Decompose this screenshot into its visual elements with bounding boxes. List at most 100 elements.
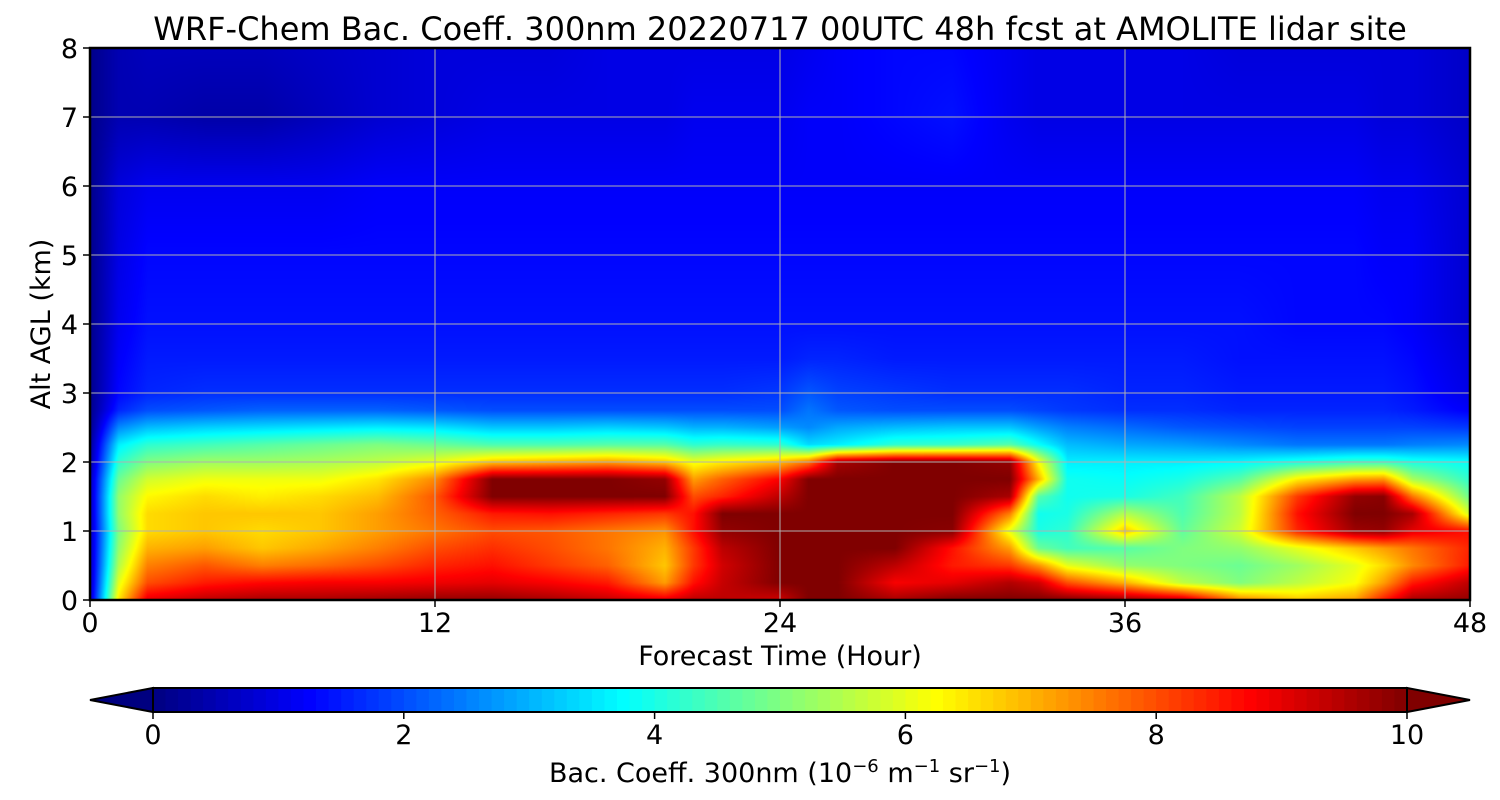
colorbar-swatch bbox=[930, 688, 944, 712]
colorbar-swatch bbox=[1080, 688, 1095, 712]
colorbar-swatch bbox=[1281, 688, 1295, 712]
colorbar-swatch bbox=[353, 688, 367, 712]
colorbar-swatch bbox=[943, 688, 957, 712]
colorbar-swatch bbox=[541, 688, 555, 712]
colorbar-swatch bbox=[1093, 688, 1107, 712]
colorbar-label: Bac. Coeff. 300nm (10−6 m−1 sr−1) bbox=[549, 756, 1011, 790]
colorbar-swatch bbox=[328, 688, 342, 712]
x-axis: 0 12 24 36 48 bbox=[81, 600, 1487, 639]
colorbar-swatch bbox=[905, 688, 919, 712]
y-axis-label: Alt AGL (km) bbox=[26, 239, 57, 410]
colorbar-swatch bbox=[1131, 688, 1145, 712]
colorbar-swatch bbox=[1243, 688, 1258, 712]
colorbar-swatch bbox=[629, 688, 643, 712]
y-axis: 0 1 2 3 4 5 6 7 8 bbox=[61, 34, 90, 617]
colorbar-swatch bbox=[341, 688, 355, 712]
x-axis-label: Forecast Time (Hour) bbox=[638, 641, 922, 672]
colorbar-swatch bbox=[479, 688, 493, 712]
colorbar-swatch bbox=[780, 688, 794, 712]
colorbar-ticks: 0 2 4 6 8 10 bbox=[144, 712, 1424, 751]
colorbar-swatch bbox=[1043, 688, 1057, 712]
colorbar-swatch bbox=[190, 688, 204, 712]
colorbar-swatch bbox=[1218, 688, 1233, 712]
colorbar-swatch bbox=[729, 688, 743, 712]
colorbar-swatch bbox=[1394, 688, 1408, 712]
x-tick-label: 24 bbox=[763, 608, 797, 639]
colorbar-tick-label: 8 bbox=[1148, 720, 1165, 751]
colorbar-swatch bbox=[453, 688, 468, 712]
y-tick-label: 3 bbox=[61, 379, 78, 410]
colorbar-swatch bbox=[265, 688, 279, 712]
colorbar-tick-label: 2 bbox=[395, 720, 412, 751]
colorbar-swatch bbox=[642, 688, 656, 712]
colorbar-extend-low bbox=[89, 686, 154, 714]
colorbar-label-mid: m bbox=[879, 758, 914, 789]
colorbar-tick-label: 4 bbox=[646, 720, 663, 751]
colorbar-swatch bbox=[704, 688, 718, 712]
colorbar-label-exp2: −1 bbox=[914, 756, 941, 777]
colorbar-swatch bbox=[278, 688, 292, 712]
colorbar-swatch bbox=[1256, 688, 1270, 712]
colorbar-swatch bbox=[1319, 688, 1333, 712]
colorbar-swatch bbox=[654, 688, 668, 712]
colorbar-extend-high bbox=[1406, 686, 1471, 714]
colorbar-swatch bbox=[1356, 688, 1370, 712]
colorbar-swatch bbox=[792, 688, 806, 712]
colorbar-swatch bbox=[566, 688, 580, 712]
colorbar-swatch bbox=[692, 688, 706, 712]
colorbar-swatch bbox=[917, 688, 932, 712]
colorbar-label-main: Bac. Coeff. 300nm (10 bbox=[549, 758, 852, 789]
colorbar-swatch bbox=[253, 688, 267, 712]
colorbar-swatch bbox=[1156, 688, 1170, 712]
y-tick-label: 0 bbox=[61, 586, 78, 617]
colorbar-swatch bbox=[1269, 688, 1283, 712]
colorbar-swatch bbox=[366, 688, 380, 712]
colorbar-label-sr: sr bbox=[940, 758, 975, 789]
colorbar-swatch bbox=[391, 688, 405, 712]
colorbar-swatch bbox=[240, 688, 254, 712]
colorbar-swatch bbox=[604, 688, 618, 712]
colorbar-gradient bbox=[153, 688, 1408, 712]
colorbar-swatch bbox=[955, 688, 969, 712]
colorbar-swatch bbox=[679, 688, 693, 712]
colorbar: 0 2 4 6 8 10 Bac. Coeff. 300nm (10−6 m−1 sr−1… bbox=[89, 686, 1471, 790]
colorbar-swatch bbox=[667, 688, 681, 712]
colorbar-swatch bbox=[1294, 688, 1308, 712]
colorbar-swatch bbox=[529, 688, 543, 712]
colorbar-swatch bbox=[1068, 688, 1082, 712]
colorbar-swatch bbox=[441, 688, 455, 712]
colorbar-swatch bbox=[491, 688, 505, 712]
colorbar-swatch bbox=[1381, 688, 1396, 712]
colorbar-swatch bbox=[767, 688, 781, 712]
y-tick-label: 8 bbox=[61, 34, 78, 65]
colorbar-swatch bbox=[968, 688, 982, 712]
colorbar-swatch bbox=[290, 688, 305, 712]
colorbar-swatch bbox=[842, 688, 856, 712]
colorbar-swatch bbox=[1369, 688, 1383, 712]
colorbar-swatch bbox=[1005, 688, 1019, 712]
colorbar-swatch bbox=[892, 688, 906, 712]
colorbar-swatch bbox=[1168, 688, 1182, 712]
colorbar-tick-label: 6 bbox=[897, 720, 914, 751]
colorbar-swatch bbox=[228, 688, 242, 712]
colorbar-swatch bbox=[591, 688, 606, 712]
colorbar-swatch bbox=[805, 688, 819, 712]
colorbar-label-exp3: −1 bbox=[974, 756, 1001, 777]
colorbar-swatch bbox=[504, 688, 518, 712]
colorbar-swatch bbox=[1331, 688, 1345, 712]
colorbar-swatch bbox=[867, 688, 881, 712]
colorbar-swatch bbox=[1193, 688, 1207, 712]
x-tick-label: 12 bbox=[418, 608, 452, 639]
x-tick-label: 36 bbox=[1108, 608, 1142, 639]
colorbar-swatch bbox=[1231, 688, 1245, 712]
colorbar-swatch bbox=[1118, 688, 1132, 712]
chart-title: WRF-Chem Bac. Coeff. 300nm 20220717 00UT… bbox=[153, 10, 1407, 48]
colorbar-swatch bbox=[1143, 688, 1157, 712]
colorbar-swatch bbox=[1306, 688, 1320, 712]
y-tick-label: 4 bbox=[61, 310, 78, 341]
colorbar-swatch bbox=[830, 688, 844, 712]
colorbar-swatch bbox=[316, 688, 330, 712]
colorbar-swatch bbox=[616, 688, 631, 712]
